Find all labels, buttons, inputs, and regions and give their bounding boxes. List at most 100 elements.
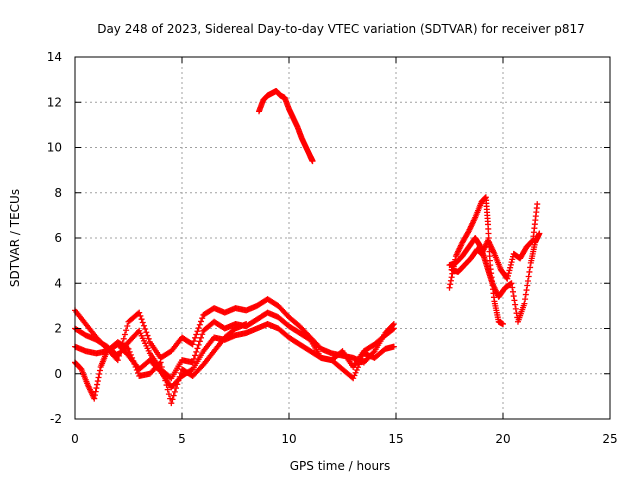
data-point [353,366,360,373]
data-point [447,277,454,284]
data-point [198,318,205,325]
data-point [169,396,176,403]
data-point [171,388,178,395]
data-point [194,345,201,352]
y-tick-label: 2 [54,322,62,336]
data-point [390,343,397,350]
y-tick-label: 14 [47,50,62,64]
data-point [156,367,163,374]
data-point [140,322,147,329]
data-point [524,277,531,284]
x-axis-ticks: 0 5 10 15 20 25 [71,57,618,446]
x-tick-label: 20 [495,432,510,446]
x-tick-label: 5 [178,432,186,446]
data-point [137,312,144,319]
data-point [193,348,200,355]
data-point [370,349,377,356]
data-point [132,363,139,370]
data-point [529,238,536,245]
data-point [143,329,150,336]
data-point [130,357,137,364]
data-point [163,382,170,389]
data-point [354,364,361,371]
data-point [145,335,152,342]
data-point [243,320,250,327]
data-point [123,327,130,334]
data-point [534,201,541,208]
data-point [124,345,131,352]
data-point [136,309,143,316]
data-point [509,256,516,263]
data-point [170,392,177,399]
data-point [508,259,515,266]
y-axis-label: SDTVAR / TECUs [8,189,22,287]
y-tick-label: 0 [54,367,62,381]
data-point [511,297,518,304]
data-point [144,332,151,339]
data-point [192,352,199,359]
data-point [199,331,206,338]
data-point [196,338,203,345]
data-point [159,368,166,375]
y-tick-label: -2 [50,412,62,426]
y-tick-label: 6 [54,231,62,245]
data-point [522,296,529,303]
y-tick-label: 8 [54,186,62,200]
data-point [192,334,199,341]
data-point [124,322,131,329]
x-tick-label: 25 [602,432,617,446]
data-point [448,274,455,281]
data-point [126,348,133,355]
data-point [91,395,98,402]
data-point [522,291,529,298]
data-point [198,334,205,341]
data-point [142,326,149,333]
data-point [193,331,200,338]
data-point [195,341,202,348]
data-point [506,267,513,274]
data-point [133,366,140,373]
y-axis-ticks: -2 0 2 4 6 8 10 12 14 [47,50,610,426]
data-point [168,400,175,407]
y-tick-label: 10 [47,141,62,155]
data-point [352,369,359,376]
data-point [94,381,101,388]
data-point [162,377,169,384]
series-track-c [72,320,397,391]
data-point [351,372,358,379]
data-point [199,315,206,322]
data-point [357,358,364,365]
data-point [510,293,517,300]
data-point [94,378,101,385]
data-point [525,273,532,280]
data-point [505,270,512,277]
data-point [165,391,172,398]
series-track-g [446,230,543,325]
x-tick-label: 0 [71,432,79,446]
data-point [138,316,145,323]
data-point [91,392,98,399]
data-point [157,359,164,366]
x-tick-label: 15 [388,432,403,446]
data-point [93,385,100,392]
data-point [512,301,519,308]
data-point [195,324,202,331]
data-point [509,284,516,291]
y-tick-label: 12 [47,95,62,109]
data-point [173,385,180,392]
data-point [96,367,103,374]
data-point [161,373,168,380]
data-point [500,320,506,327]
data-point [194,328,201,335]
data-point [158,363,165,370]
data-point [508,280,515,287]
data-point [156,360,163,367]
data-point [446,284,453,291]
data-point [350,375,357,382]
x-axis-label: GPS time / hours [290,459,391,473]
data-point [189,341,196,348]
x-tick-label: 10 [281,432,296,446]
series-track-h [448,201,541,282]
data-points [72,87,543,407]
